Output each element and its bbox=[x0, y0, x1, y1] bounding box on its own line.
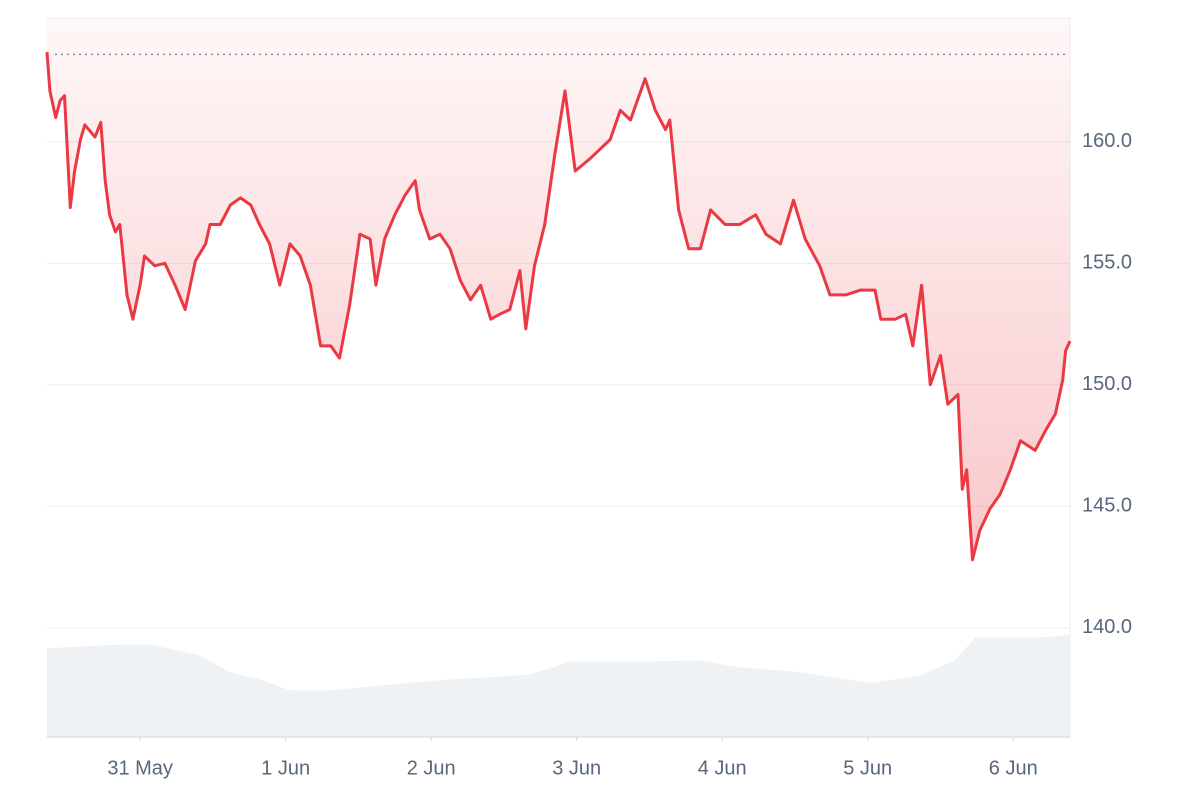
y-tick-label: 140.0 bbox=[1082, 616, 1132, 638]
price-line bbox=[45, 51, 1072, 562]
y-tick-label: 145.0 bbox=[1082, 495, 1132, 517]
y-tick-label: 150.0 bbox=[1082, 373, 1132, 395]
y-tick-label: 160.0 bbox=[1082, 130, 1132, 152]
x-tick-label: 3 Jun bbox=[552, 757, 601, 779]
price-area bbox=[47, 18, 1070, 560]
volume-area bbox=[47, 635, 1070, 737]
x-tick-label: 6 Jun bbox=[989, 757, 1038, 779]
x-tick-label: 31 May bbox=[107, 757, 173, 779]
x-tick-label: 1 Jun bbox=[261, 757, 310, 779]
y-tick-label: 155.0 bbox=[1082, 252, 1132, 274]
x-tick-label: 2 Jun bbox=[407, 757, 456, 779]
x-tick-label: 5 Jun bbox=[843, 757, 892, 779]
x-tick-label: 4 Jun bbox=[698, 757, 747, 779]
